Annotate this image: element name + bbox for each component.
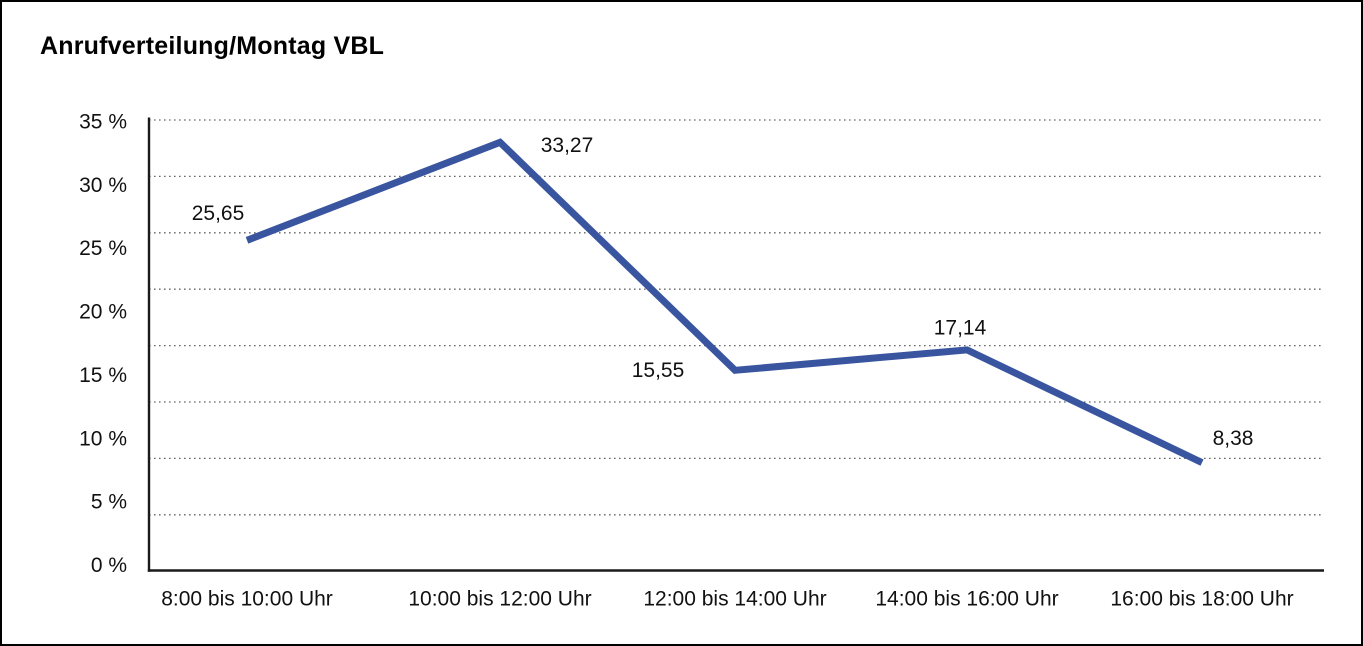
data-point-label: 17,14 — [934, 316, 987, 339]
data-point-label: 25,65 — [192, 202, 245, 225]
data-point-label: 8,38 — [1213, 427, 1254, 450]
y-tick-label: 30 % — [79, 174, 127, 197]
data-point-label: 33,27 — [541, 134, 594, 157]
x-tick-label: 8:00 bis 10:00 Uhr — [161, 588, 333, 611]
y-tick-label: 25 % — [79, 237, 127, 260]
x-tick-label: 12:00 bis 14:00 Uhr — [643, 588, 826, 611]
data-point-label: 15,55 — [632, 359, 685, 382]
x-tick-label: 10:00 bis 12:00 Uhr — [408, 588, 591, 611]
chart-title: Anrufverteilung/Montag VBL — [40, 32, 385, 60]
x-tick-label: 14:00 bis 16:00 Uhr — [875, 588, 1058, 611]
y-tick-label: 5 % — [91, 491, 127, 514]
y-tick-label: 35 % — [79, 111, 127, 134]
y-tick-label: 10 % — [79, 427, 127, 450]
x-tick-label: 16:00 bis 18:00 Uhr — [1110, 588, 1293, 611]
y-tick-label: 0 % — [91, 554, 127, 577]
y-tick-label: 15 % — [79, 364, 127, 387]
data-series-line — [245, 138, 1204, 466]
y-tick-label: 20 % — [79, 301, 127, 324]
